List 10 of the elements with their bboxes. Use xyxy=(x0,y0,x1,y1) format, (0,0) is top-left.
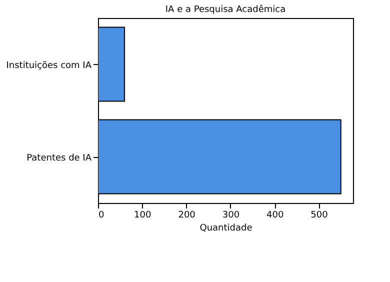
x-tick-label: 100 xyxy=(134,210,152,220)
x-tick-label: 200 xyxy=(178,210,196,220)
x-tick-label: 300 xyxy=(222,210,240,220)
y-tick-label: Instituições com IA xyxy=(6,60,92,71)
y-tick-label: Patentes de IA xyxy=(26,153,92,164)
x-tick-label: 500 xyxy=(310,210,328,220)
chart-title: IA e a Pesquisa Acadêmica xyxy=(165,4,286,15)
x-axis-title: Quantidade xyxy=(200,224,253,234)
x-tick-label: 0 xyxy=(98,210,104,220)
x-tick-label: 400 xyxy=(266,210,284,220)
